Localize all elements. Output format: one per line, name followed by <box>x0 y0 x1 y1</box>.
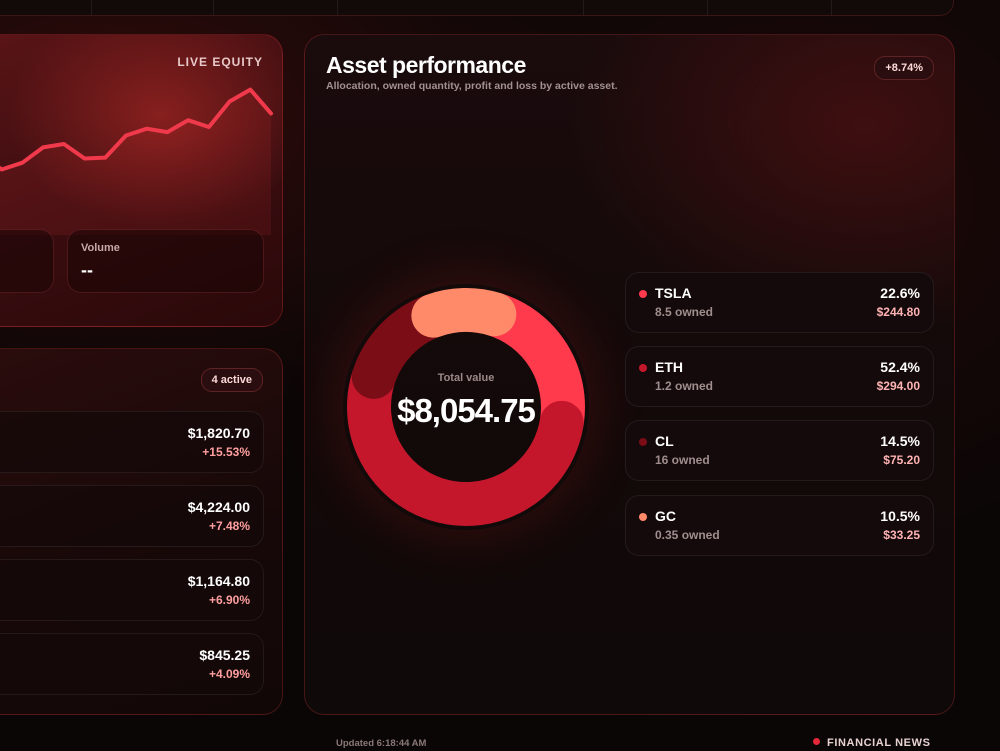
total-value: $8,054.75 <box>397 392 536 429</box>
top-toolbar <box>0 0 954 16</box>
holding-change: +7.48% <box>208 519 250 533</box>
color-dot <box>639 438 647 446</box>
asset-performance-title: Asset performance <box>326 52 526 78</box>
live-equity-label: LIVE EQUITY <box>177 55 263 69</box>
asset-value: $294.00 <box>876 379 920 393</box>
active-count-badge: 4 active <box>200 368 263 392</box>
asset-owned: 16 owned <box>655 453 710 467</box>
updated-timestamp: Updated 6:18:44 AM <box>336 738 427 749</box>
stat-tile-left <box>0 229 54 293</box>
asset-row-eth[interactable]: ETH 1.2 owned 52.4% $294.00 <box>625 346 934 407</box>
asset-value: $244.80 <box>876 305 920 319</box>
asset-percent: 52.4% <box>880 359 920 375</box>
asset-value: $33.25 <box>883 528 920 542</box>
holding-amount: $4,224.00 <box>187 499 250 515</box>
color-dot <box>639 513 647 521</box>
asset-value: $75.20 <box>883 453 920 467</box>
asset-row-tsla[interactable]: TSLA 8.5 owned 22.6% $244.80 <box>625 272 934 333</box>
asset-owned: 1.2 owned <box>655 379 714 393</box>
asset-percent: 22.6% <box>880 285 920 301</box>
color-dot <box>639 364 647 372</box>
volume-value: -- <box>81 260 93 280</box>
donut-chart <box>347 288 585 526</box>
live-dot-icon <box>813 738 820 745</box>
asset-percent: 14.5% <box>880 433 920 449</box>
asset-row-cl[interactable]: CL 16 owned 14.5% $75.20 <box>625 420 934 481</box>
asset-symbol: TSLA <box>655 285 692 301</box>
holding-amount: $845.25 <box>199 647 250 663</box>
holding-change: +4.09% <box>208 667 250 681</box>
financial-news-link[interactable]: FINANCIAL NEWS <box>813 737 931 749</box>
asset-owned: 8.5 owned <box>655 305 714 319</box>
holding-amount: $1,164.80 <box>187 573 250 589</box>
volume-label: Volume <box>81 242 120 254</box>
total-value-label: Total value <box>437 372 495 384</box>
allocation-donut: Total value $8,054.75 <box>343 284 589 530</box>
holding-row[interactable]: $1,164.80 +6.90% <box>0 559 264 621</box>
color-dot <box>639 290 647 298</box>
live-equity-card: LIVE EQUITY Volume -- <box>0 34 283 327</box>
holding-row[interactable]: $845.25 +4.09% <box>0 633 264 695</box>
asset-symbol: GC <box>655 508 676 524</box>
equity-line-chart <box>0 87 273 235</box>
asset-percent: 10.5% <box>880 508 920 524</box>
holding-change: +6.90% <box>208 593 250 607</box>
performance-badge: +8.74% <box>874 56 934 80</box>
donut-slice-gc <box>347 288 585 526</box>
asset-performance-subtitle: Allocation, owned quantity, profit and l… <box>326 80 618 92</box>
donut-slice-cl <box>347 288 585 526</box>
asset-row-gc[interactable]: GC 0.35 owned 10.5% $33.25 <box>625 495 934 556</box>
holdings-card: 4 active $1,820.70 +15.53% $4,224.00 +7.… <box>0 348 283 715</box>
stat-tile-volume: Volume -- <box>67 229 264 293</box>
holding-amount: $1,820.70 <box>187 425 250 441</box>
holding-change: +15.53% <box>202 445 250 459</box>
asset-owned: 0.35 owned <box>655 528 720 542</box>
holding-row[interactable]: $4,224.00 +7.48% <box>0 485 264 547</box>
asset-symbol: CL <box>655 433 674 449</box>
asset-performance-card: Asset performance Allocation, owned quan… <box>304 34 955 715</box>
holding-row[interactable]: $1,820.70 +15.53% <box>0 411 264 473</box>
equity-area <box>0 89 271 235</box>
financial-news-label: FINANCIAL NEWS <box>827 737 931 749</box>
asset-symbol: ETH <box>655 359 683 375</box>
equity-line <box>0 87 273 172</box>
